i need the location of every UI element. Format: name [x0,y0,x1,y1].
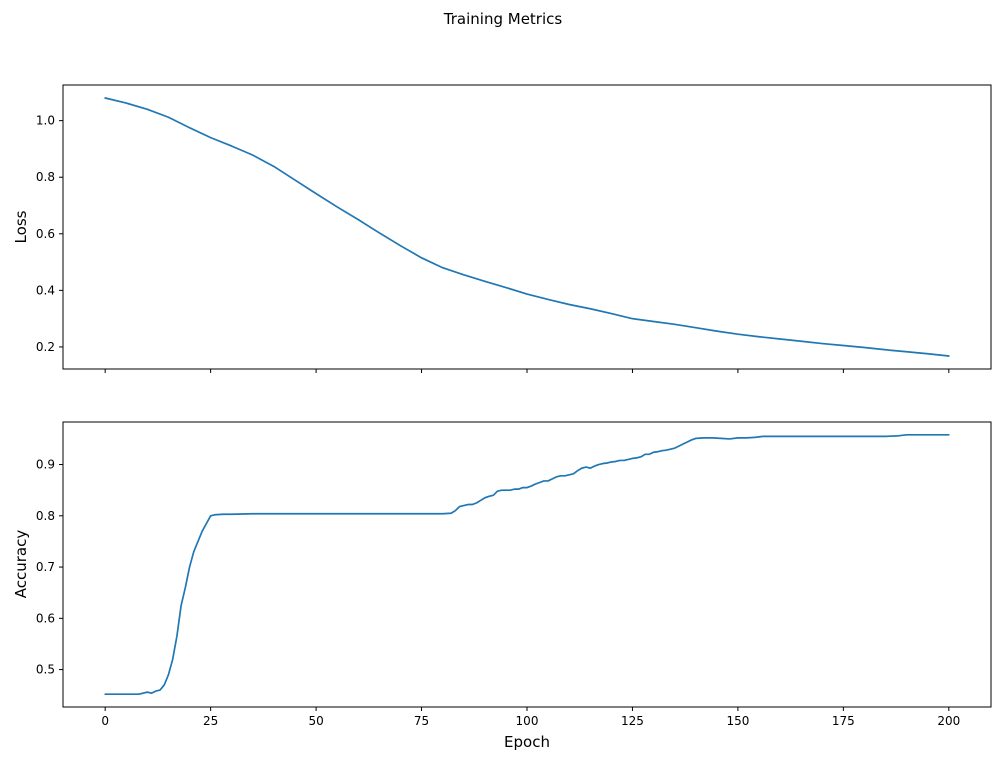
y-tick-label: 0.8 [36,509,55,523]
axes-spines [62,421,992,708]
loss-axis-label: Loss [12,210,30,244]
x-tick-label: 150 [726,714,749,728]
y-tick-label: 0.5 [36,663,55,677]
x-tick-label: 75 [414,714,429,728]
x-tick-label: 100 [516,714,539,728]
figure-title: Training Metrics [443,10,563,28]
y-tick-label: 0.2 [36,340,55,354]
x-tick-label: 0 [101,714,109,728]
loss-line [104,97,950,357]
epoch-axis-label: Epoch [504,733,550,751]
accuracy-axis-label: Accuracy [12,529,30,599]
accuracy-line [104,433,950,696]
x-tick-label: 200 [937,714,960,728]
y-tick-label: 0.6 [36,611,55,625]
x-tick-label: 25 [203,714,218,728]
y-tick-label: 0.8 [36,170,55,184]
x-tick-label: 125 [621,714,644,728]
y-tick-label: 0.6 [36,227,55,241]
y-tick-label: 1.0 [36,114,55,128]
y-tick-label: 0.9 [36,458,55,472]
x-tick-label: 175 [832,714,855,728]
x-tick-label: 50 [308,714,323,728]
y-tick-label: 0.4 [36,283,55,297]
y-tick-label: 0.7 [36,560,55,574]
